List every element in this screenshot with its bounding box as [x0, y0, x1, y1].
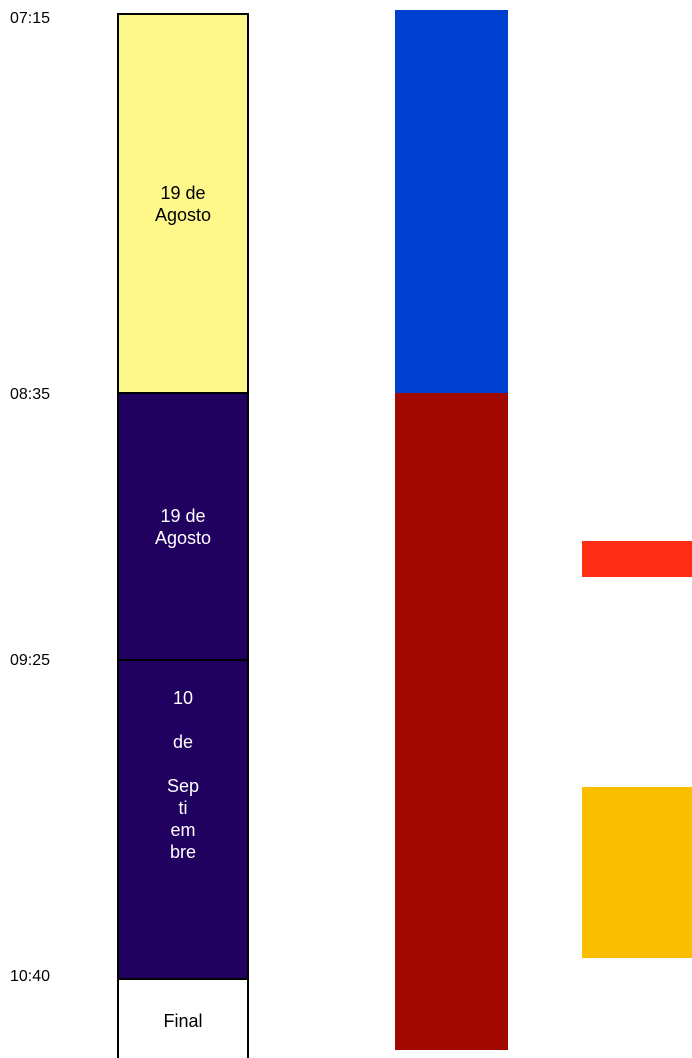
- timeline-segment-3: 10 de Sep ti em bre: [117, 659, 249, 980]
- segment-label: 19 de Agosto: [154, 505, 212, 548]
- time-label-0715: 07:15: [10, 10, 51, 27]
- segment-label: Final: [163, 1011, 203, 1031]
- segment-label: 10 de Sep ti em bre: [166, 688, 200, 862]
- dark-red-bar: [395, 393, 508, 1050]
- time-label-0925: 09:25: [10, 652, 51, 669]
- red-bar: [582, 541, 692, 577]
- time-label-0835: 08:35: [10, 386, 51, 403]
- timeline-segment-2: 19 de Agosto: [117, 392, 249, 661]
- timeline-segment-1: 19 de Agosto: [117, 13, 249, 394]
- orange-bar: [582, 787, 692, 958]
- blue-bar: [395, 10, 508, 393]
- segment-label: 19 de Agosto: [154, 182, 212, 225]
- timeline-segment-final: Final: [117, 978, 249, 1058]
- time-label-1040: 10:40: [10, 968, 51, 985]
